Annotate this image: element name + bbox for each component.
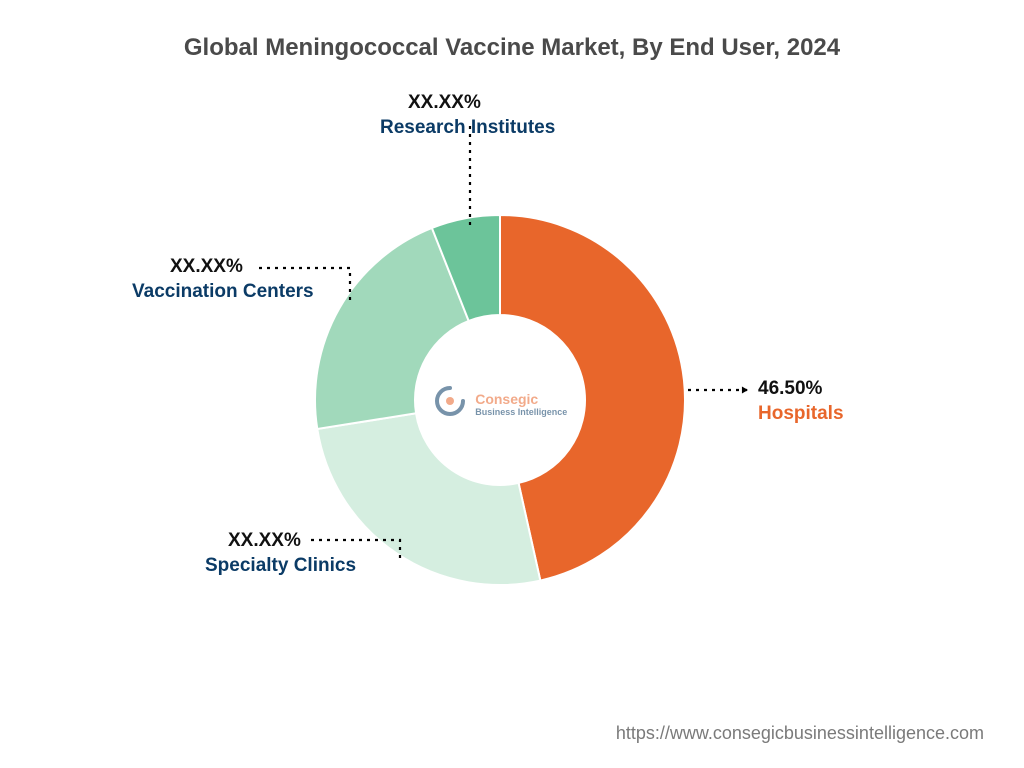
footer-url-text: https://www.consegicbusinessintelligence… (616, 723, 984, 743)
footer-url: https://www.consegicbusinessintelligence… (0, 723, 1024, 744)
label-specialty-clinics: XX.XX% Specialty Clinics (205, 530, 356, 577)
name-specialty-clinics: Specialty Clinics (205, 555, 356, 577)
label-research-institutes: XX.XX% Research Institutes (380, 92, 555, 139)
pct-vaccination-centers: XX.XX% (170, 256, 314, 278)
label-hospitals: 46.50% Hospitals (758, 378, 844, 425)
name-hospitals: Hospitals (758, 403, 844, 425)
center-logo: Consegic Business Intelligence (425, 384, 575, 423)
label-vaccination-centers: XX.XX% Vaccination Centers (132, 256, 314, 303)
pct-hospitals: 46.50% (758, 378, 844, 400)
name-vaccination-centers: Vaccination Centers (132, 281, 314, 303)
logo-line2: Business Intelligence (475, 407, 567, 417)
pct-research-institutes: XX.XX% (408, 92, 555, 114)
logo-line1: Consegic (475, 391, 567, 407)
logo-icon (433, 384, 467, 423)
pct-specialty-clinics: XX.XX% (228, 530, 356, 552)
name-research-institutes: Research Institutes (380, 117, 555, 139)
leader-arrow-hospitals (742, 387, 748, 394)
